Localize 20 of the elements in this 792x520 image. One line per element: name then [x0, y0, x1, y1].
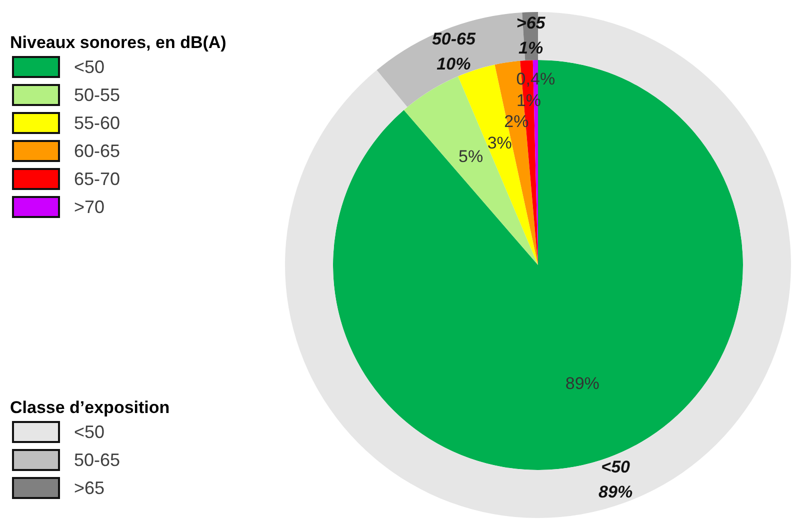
- legend-label: >70: [74, 196, 105, 218]
- legend-label: 60-65: [74, 140, 120, 162]
- slice-label: <50: [601, 458, 631, 477]
- slice-label: 50-65: [432, 29, 476, 48]
- legend-title: Classe d’exposition: [10, 398, 170, 418]
- legend-label: <50: [74, 56, 105, 78]
- data-label: 3%: [487, 134, 512, 153]
- legend-label: <50: [74, 422, 105, 442]
- data-label: 5%: [458, 146, 484, 166]
- legend-label: 55-60: [74, 112, 120, 134]
- legend-label: 50-65: [74, 450, 120, 470]
- legend-label: >65: [74, 478, 105, 498]
- data-label: 0,4%: [516, 70, 556, 89]
- data-label: 89%: [565, 374, 600, 393]
- legend-title: Niveaux sonores, en dB(A): [10, 33, 226, 53]
- legend-label: 50-55: [74, 84, 120, 106]
- data-label: 1%: [516, 90, 542, 110]
- data-label: 10%: [436, 54, 471, 74]
- data-label: 89%: [598, 482, 633, 502]
- legend-label: 65-70: [74, 168, 120, 190]
